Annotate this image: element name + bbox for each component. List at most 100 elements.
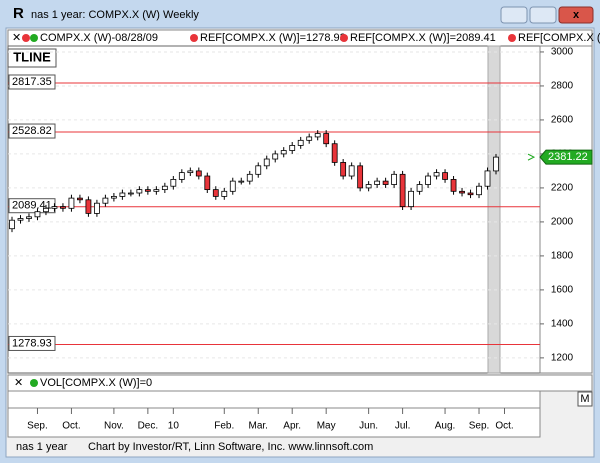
maximize-button[interactable] [529,6,557,24]
x-tick-label: Dec. [138,421,159,432]
legend-entry: REF[COMPX.X (W)]=2089.41 [350,32,496,44]
candle-body [459,190,465,194]
candle-body [204,175,211,191]
candle-body [43,207,49,213]
candle-body [382,180,389,185]
candle-body [34,211,41,218]
y-tick-label: 1600 [551,285,574,296]
candle-body [94,202,100,214]
x-tick-label: Jul. [395,421,411,432]
candle-body [348,165,355,177]
candle-body [136,189,143,194]
legend-icon [22,34,30,42]
volume-legend: VOL[COMPX.X (W)]=0 [40,377,152,389]
close-button[interactable] [558,6,594,24]
window-title: nas 1 year: COMPX.X (W) Weekly [31,9,199,21]
candle-body [289,145,296,151]
x-tick-label: Mar. [249,421,268,432]
candle-body [331,143,338,163]
y-tick-label: 2800 [551,81,574,92]
candle-body [484,170,491,187]
footer-name: nas 1 year [16,441,68,453]
candle-body [212,189,219,197]
minimize-button[interactable] [500,6,528,24]
legend-entry: COMPX.X (W)-08/28/09 [40,32,158,44]
candle-body [153,189,160,192]
candle-body [68,197,75,209]
x-tick-label: Sep. [27,421,48,432]
ref-label: 2528.82 [12,125,52,137]
candle-body [102,197,109,204]
menu-button[interactable] [577,391,593,407]
menu-label: M [580,393,589,405]
x-tick-label: Feb. [214,421,234,432]
close-x[interactable]: ✕ [12,32,21,44]
legend-icon [508,34,516,42]
candle-body [119,192,126,197]
candle-body [178,172,185,180]
y-tick-label: 3000 [551,47,574,58]
y-tick-label: 1800 [551,251,574,262]
legend-icon [340,34,348,42]
candle-body [374,180,381,185]
candle-body [280,150,287,155]
candle-body [26,216,32,219]
candle-body [408,190,414,208]
y-tick-label: 2000 [551,217,574,228]
candle-body [450,179,457,192]
candle-body [340,162,347,177]
ref-label: 2089.41 [12,200,52,212]
candle-body [391,173,398,185]
candle-body [195,170,202,177]
x-axis-area [7,407,541,438]
candle-body [85,199,92,214]
y-tick-label: 2200 [551,183,574,194]
tline-box[interactable] [7,48,57,68]
app-icon: R [13,5,24,22]
legend-icon [190,34,198,42]
candle-body [306,136,313,141]
vol-icon [30,379,38,387]
y-tick-label: 2600 [551,115,574,126]
candle-body [365,184,372,189]
close-icon: x [573,9,580,21]
ref-label-box [8,335,56,351]
x-tick-label: Oct. [495,421,513,432]
legend-entry: REF[COMPX.X (W)]=1278.93 [200,32,346,44]
x-tick-label: Apr. [283,421,301,432]
candle-body [238,180,245,183]
x-tick-label: Oct. [62,421,80,432]
candle-body [229,180,236,192]
candle-body [9,219,15,230]
candle-body [357,165,364,189]
candle-body [110,196,117,199]
last-value-arrow [527,153,536,161]
last-value-box [539,149,593,165]
candle-body [272,153,279,160]
candle-body [221,190,228,197]
x-tick-label: Sep. [469,421,490,432]
candle-body [51,206,58,209]
candle-body [297,139,304,146]
candle-body [255,165,262,175]
candle-body [77,197,83,201]
candle-body [127,192,134,195]
x-tick-label: 10 [168,421,180,432]
candle-body [60,206,66,209]
volume-pane [7,390,541,409]
candle-body [416,184,423,192]
candle-body [442,172,448,180]
candle-body [399,173,406,208]
candle-body [246,173,253,182]
close-x[interactable]: ✕ [14,377,23,389]
ref-label: 1278.93 [12,337,52,349]
legend-icon [30,34,38,42]
footer-credit: Chart by Investor/RT, Linn Software, Inc… [88,441,373,453]
ref-label-box [8,123,56,139]
legend-entry: REF[COMPX.X (W) [518,32,600,44]
x-tick-label: Aug. [435,421,456,432]
candle-body [263,158,270,167]
candle-body [493,156,499,172]
last-value-label: 2381.22 [548,151,588,163]
